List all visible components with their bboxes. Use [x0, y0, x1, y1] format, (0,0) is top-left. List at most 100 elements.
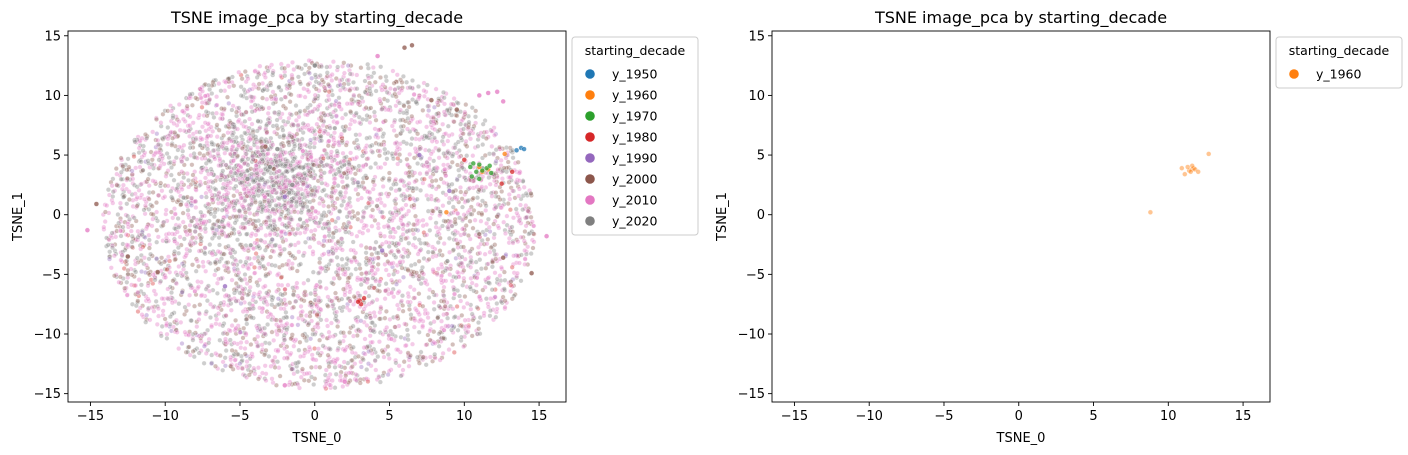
scatter-point	[373, 161, 379, 167]
scatter-point	[317, 73, 323, 78]
scatter-point	[124, 175, 130, 181]
scatter-point	[200, 259, 206, 265]
scatter-point	[110, 194, 116, 199]
scatter-point	[134, 195, 140, 200]
scatter-point	[236, 105, 242, 111]
scatter-point	[187, 292, 193, 298]
scatter-point	[310, 356, 316, 362]
scatter-point	[112, 273, 117, 279]
scatter-point	[405, 222, 410, 228]
scatter-point	[317, 195, 323, 201]
scatter-point	[325, 352, 331, 358]
scatter-point	[203, 309, 209, 315]
scatter-point	[122, 285, 128, 291]
scatter-point	[172, 249, 178, 255]
scatter-point	[209, 197, 215, 203]
scatter-point	[427, 215, 433, 221]
scatter-point	[395, 347, 401, 353]
scatter-point	[375, 267, 381, 273]
scatter-point	[321, 170, 327, 176]
scatter-point	[389, 218, 395, 223]
scatter-point	[326, 209, 332, 215]
scatter-point	[365, 379, 371, 384]
scatter-point	[282, 73, 288, 79]
scatter-point	[187, 123, 193, 128]
scatter-point	[339, 163, 345, 169]
scatter-point	[498, 157, 504, 163]
scatter-point	[155, 192, 161, 198]
scatter-point	[494, 301, 500, 306]
scatter-point	[531, 223, 537, 229]
scatter-point	[436, 343, 442, 349]
scatter-point	[466, 233, 471, 238]
scatter-point	[498, 205, 504, 211]
scatter-point	[204, 113, 210, 119]
scatter-point	[449, 278, 455, 284]
scatter-point	[218, 88, 224, 94]
scatter-point	[454, 177, 460, 183]
scatter-point	[374, 297, 380, 303]
scatter-point	[462, 294, 468, 299]
scatter-point	[199, 213, 205, 219]
scatter-point	[372, 79, 378, 85]
scatter-point	[219, 228, 225, 234]
scatter-point	[441, 180, 447, 186]
scatter-point	[146, 183, 152, 189]
scatter-point	[130, 214, 136, 219]
scatter-point	[382, 296, 388, 302]
scatter-point	[125, 156, 131, 162]
scatter-point	[467, 284, 473, 290]
scatter-point	[308, 302, 314, 308]
scatter-point	[340, 384, 346, 389]
scatter-point	[225, 190, 231, 196]
scatter-point	[266, 184, 272, 190]
scatter-point	[223, 162, 229, 168]
scatter-point	[356, 328, 362, 334]
scatter-point	[398, 207, 404, 212]
scatter-point	[173, 114, 179, 120]
scatter-point	[443, 278, 449, 284]
scatter-point	[255, 282, 261, 288]
scatter-point	[258, 167, 264, 173]
scatter-point	[507, 207, 513, 213]
scatter-point	[303, 62, 308, 68]
scatter-point	[380, 134, 386, 139]
scatter-point	[496, 225, 502, 231]
scatter-point	[444, 258, 450, 264]
scatter-point	[348, 109, 353, 115]
scatter-point	[455, 211, 461, 217]
scatter-point	[199, 104, 205, 110]
scatter-point	[321, 203, 327, 209]
scatter-point	[259, 104, 264, 110]
scatter-point	[290, 226, 296, 232]
scatter-point	[197, 311, 202, 317]
scatter-point	[412, 235, 418, 241]
scatter-point	[229, 277, 235, 283]
scatter-point	[242, 272, 248, 277]
scatter-point	[223, 348, 229, 354]
scatter-point	[416, 291, 422, 297]
scatter-point	[270, 68, 276, 74]
scatter-point	[466, 119, 472, 125]
scatter-point	[443, 260, 449, 266]
scatter-point	[410, 196, 416, 202]
scatter-point	[411, 222, 417, 228]
scatter-point	[162, 194, 168, 200]
scatter-point	[278, 275, 284, 280]
scatter-point	[120, 241, 126, 247]
scatter-point	[255, 365, 261, 371]
scatter-point	[157, 259, 162, 265]
scatter-point	[492, 205, 498, 211]
scatter-point	[380, 373, 386, 379]
scatter-point	[289, 305, 295, 311]
scatter-point	[486, 280, 492, 286]
scatter-point	[205, 205, 210, 211]
scatter-point	[181, 263, 187, 269]
scatter-point	[385, 259, 391, 265]
scatter-point	[380, 184, 386, 189]
scatter-point	[225, 222, 231, 228]
scatter-point	[238, 195, 244, 201]
scatter-point	[433, 224, 439, 230]
scatter-point	[274, 288, 280, 294]
scatter-point	[193, 224, 199, 230]
